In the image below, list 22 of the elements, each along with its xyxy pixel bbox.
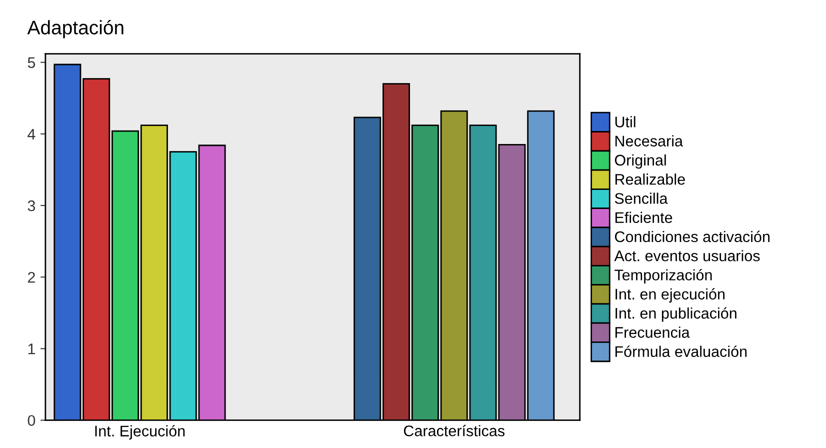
y-tick-label: 4 xyxy=(28,128,36,140)
chart-title: Adaptación xyxy=(27,20,124,38)
legend-label: Realizable xyxy=(615,174,685,185)
y-tick-label: 0 xyxy=(28,415,36,426)
y-tick-label: 5 xyxy=(28,57,36,68)
legend-label: Eficiente xyxy=(615,212,672,224)
x-tick-label: Características xyxy=(404,424,504,436)
legend-label: Int. en ejecución xyxy=(616,288,724,303)
legend-label: Condiciones activación xyxy=(615,230,770,242)
y-tick-label: 3 xyxy=(28,200,36,212)
legend-label: Util xyxy=(615,116,636,128)
x-tick-label: Int. Ejecución xyxy=(95,425,185,440)
legend-label: Frecuencia xyxy=(615,326,690,338)
legend-label: Necesaria xyxy=(615,135,684,146)
y-tick-label: 1 xyxy=(28,344,35,354)
legend-label: Int. en publicación xyxy=(616,307,736,322)
legend-label: Sencilla xyxy=(614,192,668,204)
y-tick-label: 2 xyxy=(28,272,35,283)
legend-label: Temporización xyxy=(614,269,712,284)
legend-label: Original xyxy=(614,154,666,169)
legend-label: Act. eventos usuarios xyxy=(614,250,760,262)
legend-label: Fórmula evaluación xyxy=(615,346,747,357)
